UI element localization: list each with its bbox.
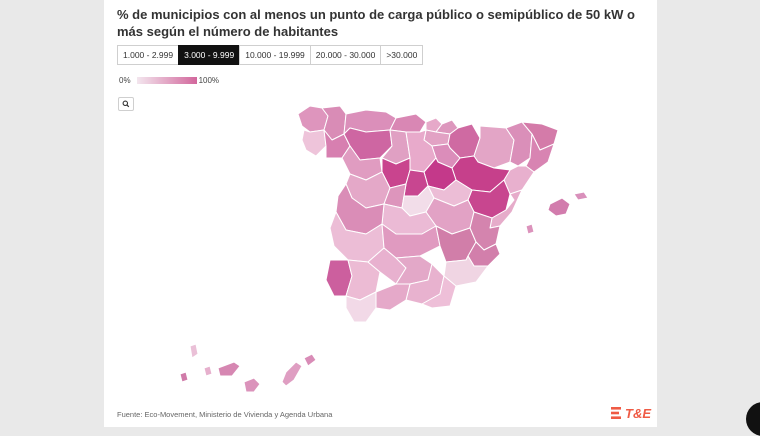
- source-note: Fuente: Eco-Movement, Ministerio de Vivi…: [117, 410, 333, 419]
- island-ibiza[interactable]: [525, 223, 535, 235]
- island-la-gomera[interactable]: [203, 365, 213, 377]
- island-la-palma[interactable]: [189, 343, 199, 359]
- tab-10000-19999[interactable]: 10.000 - 19.999: [239, 45, 311, 65]
- province-cadiz[interactable]: [345, 291, 377, 323]
- island-fuerteventura[interactable]: [281, 361, 303, 387]
- province-pontevedra[interactable]: [301, 129, 327, 157]
- island-el-hierro[interactable]: [179, 371, 189, 383]
- floating-action-button[interactable]: [746, 402, 760, 436]
- map-title: % de municipios con al menos un punto de…: [117, 7, 635, 39]
- island-gran-canaria[interactable]: [243, 377, 261, 393]
- province-almeria[interactable]: [421, 275, 457, 309]
- province-malaga[interactable]: [375, 283, 411, 311]
- island-menorca[interactable]: [573, 191, 589, 201]
- legend-min-label: 0%: [119, 75, 131, 85]
- tab-3000-9999[interactable]: 3.000 - 9.999: [178, 45, 241, 65]
- province-cantabria[interactable]: [389, 113, 427, 133]
- zoom-button[interactable]: [118, 97, 134, 111]
- province-barcelona[interactable]: [525, 133, 555, 173]
- tab-1000-2999[interactable]: 1.000 - 2.999: [117, 45, 180, 65]
- legend-gradient: [136, 76, 197, 84]
- population-tabs: 1.000 - 2.999 3.000 - 9.999 10.000 - 19.…: [117, 45, 424, 65]
- island-mallorca[interactable]: [547, 197, 571, 217]
- te-logo-text: T&E: [625, 405, 651, 421]
- search-icon: [122, 100, 130, 108]
- spain-map: [179, 105, 589, 393]
- island-tenerife[interactable]: [217, 361, 241, 377]
- te-logo-mark-icon: [611, 407, 621, 419]
- tab-20000-30000[interactable]: 20.000 - 30.000: [309, 45, 382, 65]
- tab-over-30000[interactable]: >30.000: [380, 45, 424, 65]
- province-huesca[interactable]: [473, 125, 515, 169]
- color-legend: 0% 100%: [119, 74, 219, 86]
- te-logo: T&E: [611, 405, 651, 421]
- legend-max-label: 100%: [198, 75, 220, 85]
- island-lanzarote[interactable]: [303, 353, 317, 367]
